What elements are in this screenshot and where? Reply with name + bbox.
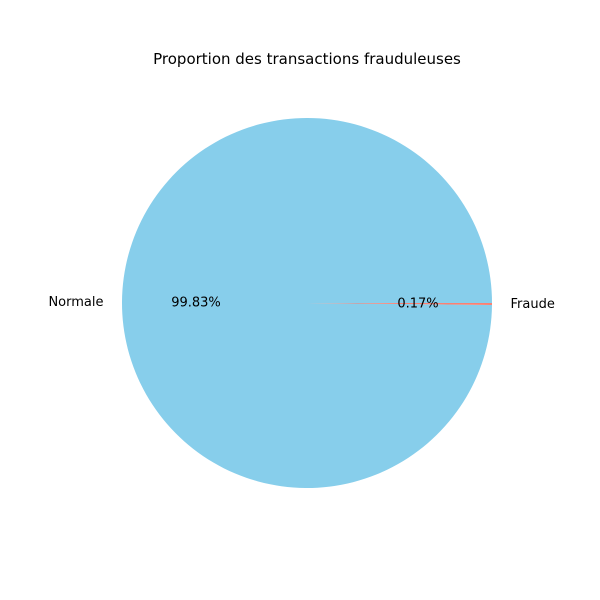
- pie-slices: [122, 117, 493, 488]
- slice-label-fraude: Fraude: [510, 297, 554, 312]
- slice-label-normale: Normale: [48, 295, 103, 310]
- pie-slice-normale: [122, 117, 493, 488]
- pie-labels: Normale 99.83% Fraude 0.17%: [48, 295, 554, 312]
- chart-title: Proportion des transactions frauduleuses: [153, 50, 461, 68]
- slice-percent-fraude: 0.17%: [397, 297, 438, 312]
- pie-slice-fraude: [307, 303, 492, 305]
- slice-percent-normale: 99.83%: [171, 295, 221, 310]
